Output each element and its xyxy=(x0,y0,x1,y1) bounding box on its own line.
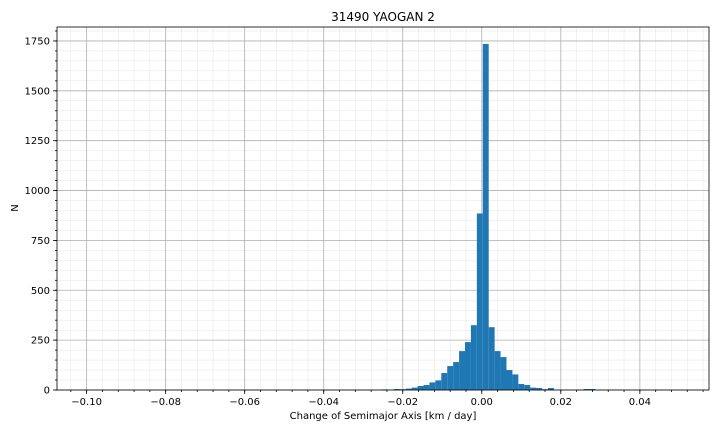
y-tick-label: 1000 xyxy=(25,186,50,197)
x-tick-label: −0.06 xyxy=(229,397,260,408)
y-tick-label: 0 xyxy=(44,386,50,397)
chart-title: 31490 YAOGAN 2 xyxy=(331,10,435,24)
x-tick-label: −0.02 xyxy=(387,397,418,408)
histogram-bar xyxy=(530,387,537,390)
x-axis-ticks: −0.10 −0.08 −0.06 −0.04 −0.02 0.00 0.02 0.04 xyxy=(70,390,704,408)
histogram-bar xyxy=(494,351,501,390)
histogram-bar xyxy=(435,380,442,390)
histogram-bar xyxy=(512,374,519,390)
histogram-bar xyxy=(583,389,590,390)
histogram-bar xyxy=(488,327,495,390)
histogram-bars xyxy=(382,43,596,390)
x-tick-label: −0.04 xyxy=(308,397,339,408)
y-tick-label: 750 xyxy=(31,236,50,247)
x-tick-label: −0.08 xyxy=(150,397,181,408)
histogram-bar xyxy=(470,325,477,390)
histogram-bar xyxy=(453,362,460,390)
histogram-bar xyxy=(423,385,430,390)
histogram-bar xyxy=(393,389,400,390)
histogram-bar xyxy=(518,384,525,390)
x-tick-label: −0.10 xyxy=(71,397,102,408)
y-tick-label: 1500 xyxy=(25,86,50,97)
histogram-bar xyxy=(429,382,436,390)
histogram-bar xyxy=(482,43,489,390)
histogram-bar xyxy=(547,388,554,390)
histogram-bar xyxy=(411,387,418,390)
y-axis-ticks: 0 250 500 750 1000 1250 1500 1750 xyxy=(25,30,57,397)
histogram-bar xyxy=(459,351,465,390)
y-tick-label: 500 xyxy=(31,286,50,297)
y-tick-label: 250 xyxy=(31,336,50,347)
x-tick-label: 0.04 xyxy=(629,397,651,408)
major-gridlines xyxy=(57,27,709,391)
x-tick-label: 0.00 xyxy=(471,397,493,408)
y-tick-label: 1250 xyxy=(25,136,50,147)
histogram-bar xyxy=(524,385,531,390)
histogram-bar xyxy=(405,388,412,390)
x-tick-label: 0.02 xyxy=(550,397,572,408)
histogram-bar xyxy=(506,370,513,390)
histogram-bar xyxy=(464,342,471,390)
histogram-bar xyxy=(500,357,507,390)
y-tick-label: 1750 xyxy=(25,36,50,47)
y-axis-label: N xyxy=(10,204,21,211)
histogram-bar xyxy=(589,389,596,390)
minor-gridlines xyxy=(57,27,709,391)
histogram-bar xyxy=(447,366,454,390)
histogram-bar xyxy=(441,373,448,390)
histogram-bar xyxy=(417,386,424,390)
histogram-bar xyxy=(476,213,483,390)
x-axis-label: Change of Semimajor Axis [km / day] xyxy=(290,411,477,422)
plot-frame xyxy=(56,26,710,391)
histogram-bar xyxy=(536,388,543,390)
